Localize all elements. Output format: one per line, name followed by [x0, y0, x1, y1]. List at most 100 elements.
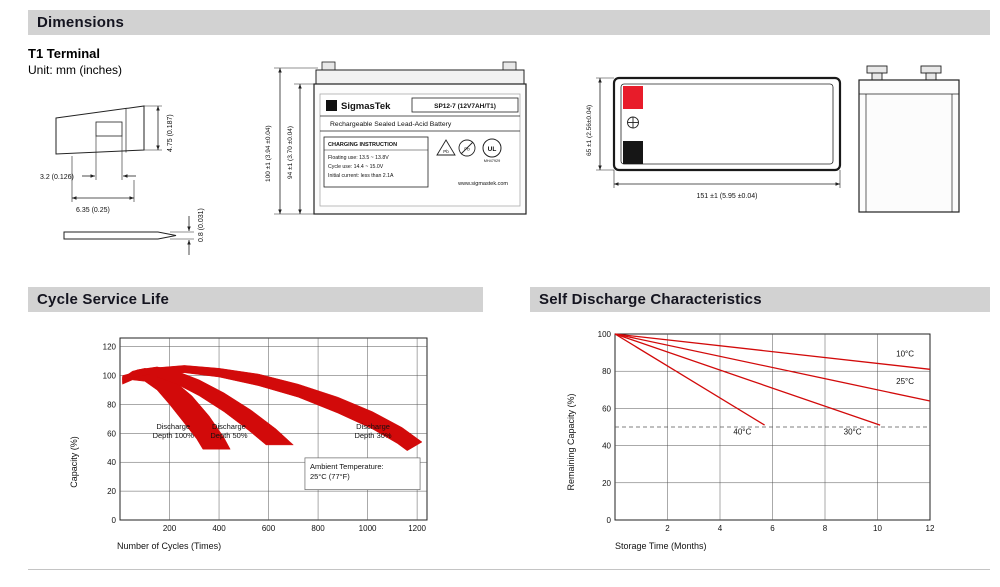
website-text: www.sigmastek.com [457, 181, 508, 187]
pb-recycle-icon [436, 139, 456, 156]
brand-name: SigmasTek [341, 101, 391, 112]
x-tick-label: 200 [163, 524, 177, 533]
y-tick-label: 80 [107, 400, 116, 409]
negative-terminal-marker [623, 141, 643, 164]
charging-floating-use: Floating use: 13.5 ~ 13.8V [328, 155, 389, 161]
battery-side-view-drawing [858, 65, 960, 213]
charging-instruction-box [323, 136, 429, 188]
series-label: 25°C [896, 377, 914, 386]
ul-mark-label: UL [488, 146, 497, 153]
band-label: Depth 100% [153, 431, 195, 440]
annotation-box [304, 457, 421, 491]
terminal-hole [95, 121, 123, 137]
band-label: Discharge [356, 422, 390, 431]
band-label: Depth 50% [210, 431, 247, 440]
pb-crossed-icon [458, 139, 476, 157]
battery-length-dim: 151 ±1 (5.95 ±0.04) [696, 193, 757, 200]
y-axis-title: Capacity (%) [69, 436, 79, 488]
series-label: 30°C [844, 427, 862, 436]
y-tick-label: 40 [602, 442, 611, 451]
pb-recycle-label: Pb [443, 149, 449, 154]
front-terminal-left [321, 61, 336, 71]
y-tick-label: 0 [607, 516, 612, 525]
brand-logo-icon [326, 100, 337, 111]
discharge-band [122, 365, 423, 451]
side-terminal-cap-right [920, 65, 942, 74]
model-number: SP12-7 (12V7AH/T1) [434, 103, 496, 110]
top-view-inner-outline [620, 83, 834, 165]
cycle-service-life-chart: 200 400 600 800 1000 1200 0 20 40 60 80 100 120 Disch… [69, 337, 428, 551]
annotation-text: 25°C (77°F) [310, 472, 350, 481]
model-box [411, 97, 519, 113]
section-header-self-discharge: Self Discharge Characteristics [530, 287, 990, 312]
battery-case-height-dim: 94 ±1 (3.70 ±0.04) [287, 126, 294, 179]
terminal-blade-shape [63, 231, 177, 240]
terminal-height-dim: 4.75 (0.187) [167, 114, 174, 152]
series-line [614, 333, 765, 426]
terminal-detail-drawing: 4.75 (0.187) 3.2 (0.126) 6.35 (0.25) 0.8… [40, 105, 205, 255]
series-line [614, 333, 931, 370]
x-tick-label: 4 [718, 524, 723, 533]
y-tick-label: 60 [107, 429, 116, 438]
x-tick-label: 2 [665, 524, 670, 533]
terminal-base-width-dim: 6.35 (0.25) [76, 207, 110, 214]
x-tick-label: 800 [311, 524, 325, 533]
y-tick-label: 60 [602, 404, 611, 413]
x-axis-title: Storage Time (Months) [615, 541, 707, 551]
y-tick-label: 20 [602, 479, 611, 488]
positive-terminal-marker [623, 86, 643, 109]
y-tick-label: 100 [598, 330, 612, 339]
section-header-dimensions: Dimensions [28, 10, 990, 35]
battery-depth-dim: 65 ±1 (2.56±0.04) [586, 105, 593, 156]
battery-total-height-dim: 100 ±1 (3.94 ±0.04) [265, 125, 272, 182]
y-axis-title: Remaining Capacity (%) [566, 393, 576, 490]
section-header-cycle-service-life: Cycle Service Life [28, 287, 483, 312]
battery-lid [315, 69, 525, 85]
battery-top-view-drawing: 65 ±1 (2.56±0.04) 151 ±1 (5.95 ±0.04) [586, 76, 842, 200]
band-label: Depth 30% [354, 431, 391, 440]
side-view-case [858, 79, 960, 213]
x-tick-label: 400 [212, 524, 226, 533]
y-tick-label: 0 [112, 516, 117, 525]
ul-mark-icon [482, 138, 502, 158]
top-view-outline [612, 76, 842, 172]
side-terminal-stem-left [871, 72, 883, 81]
side-terminal-stem-right [925, 72, 937, 81]
series-label: 10°C [896, 349, 914, 358]
band-label: Discharge [212, 422, 246, 431]
x-tick-label: 600 [262, 524, 276, 533]
charging-instruction-title: CHARGING INSTRUCTION [328, 142, 397, 148]
self-discharge-chart: 2 4 6 8 10 12 0 20 40 60 80 100 10°C 25°C 30°C 40°C Rema… [566, 330, 935, 551]
charging-initial-current: Initial current: less than 2.1A [328, 173, 394, 179]
brand-logo-letter: S [329, 102, 335, 111]
battery-type-subtitle: Rechargeable Sealed Lead-Acid Battery [330, 121, 452, 128]
side-terminal-cap-left [866, 65, 888, 74]
terminal-thickness-dim: 0.8 (0.031) [198, 208, 205, 242]
pb-crossed-label: Pb [464, 147, 470, 152]
terminal-tip-width-dim: 3.2 (0.126) [40, 174, 74, 181]
x-tick-label: 12 [926, 524, 935, 533]
y-tick-label: 40 [107, 458, 116, 467]
y-tick-label: 80 [602, 367, 611, 376]
y-tick-label: 120 [103, 343, 117, 352]
y-tick-label: 20 [107, 487, 116, 496]
x-axis-title: Number of Cycles (Times) [117, 541, 221, 551]
battery-front-view-drawing: 100 ±1 (3.94 ±0.04) 94 ±1 (3.70 ±0.04) S… [265, 61, 527, 215]
terminal-type-title: T1 Terminal [28, 46, 101, 61]
x-tick-label: 6 [770, 524, 775, 533]
x-tick-label: 8 [823, 524, 828, 533]
series-label: 40°C [733, 427, 751, 436]
unit-note: Unit: mm (inches) [28, 63, 123, 77]
y-tick-label: 100 [103, 372, 117, 381]
ul-file-number: MH47929 [484, 159, 500, 163]
annotation-text: Ambient Temperature: [310, 462, 384, 471]
charging-cycle-use: Cycle use: 14.4 ~ 15.0V [328, 164, 384, 170]
x-tick-label: 1000 [359, 524, 377, 533]
band-label: Discharge [156, 422, 190, 431]
series-line [614, 333, 881, 426]
x-tick-label: 1200 [408, 524, 426, 533]
front-terminal-right [502, 61, 517, 71]
page-bottom-rule [28, 569, 990, 570]
x-tick-label: 10 [873, 524, 882, 533]
series-line [614, 333, 931, 402]
